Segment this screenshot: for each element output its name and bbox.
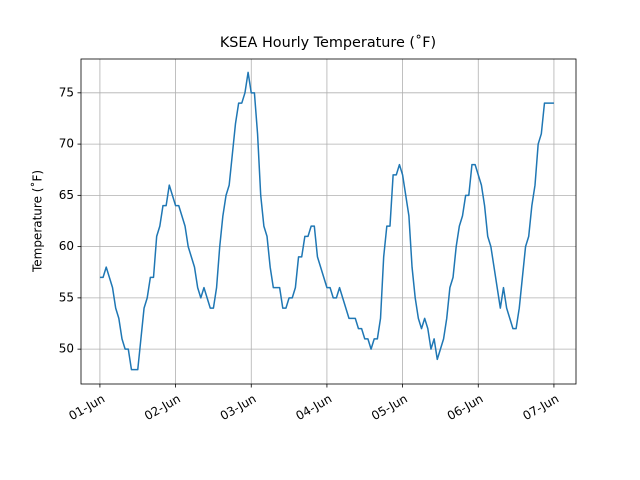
plot-frame: [80, 58, 577, 385]
y-tick-label: 75: [59, 85, 74, 99]
y-tick-label: 65: [59, 188, 74, 202]
y-tick-label: 55: [59, 290, 74, 304]
x-tick-label: 01-Jun: [66, 392, 107, 424]
data-line: [99, 71, 554, 371]
x-tick-label: 05-Jun: [369, 392, 410, 424]
x-tick-label: 03-Jun: [218, 392, 259, 424]
chart-title: KSEA Hourly Temperature (˚F): [220, 34, 436, 51]
y-axis-label: Temperature (˚F): [30, 170, 45, 273]
x-tick-label: 07-Jun: [520, 392, 561, 424]
x-tick-label: 02-Jun: [142, 392, 183, 424]
x-tick-label: 06-Jun: [445, 392, 486, 424]
y-tick-label: 60: [59, 239, 74, 253]
y-tick-label: 50: [59, 342, 74, 356]
x-tick-label: 04-Jun: [293, 392, 334, 424]
y-tick-label: 70: [59, 137, 74, 151]
